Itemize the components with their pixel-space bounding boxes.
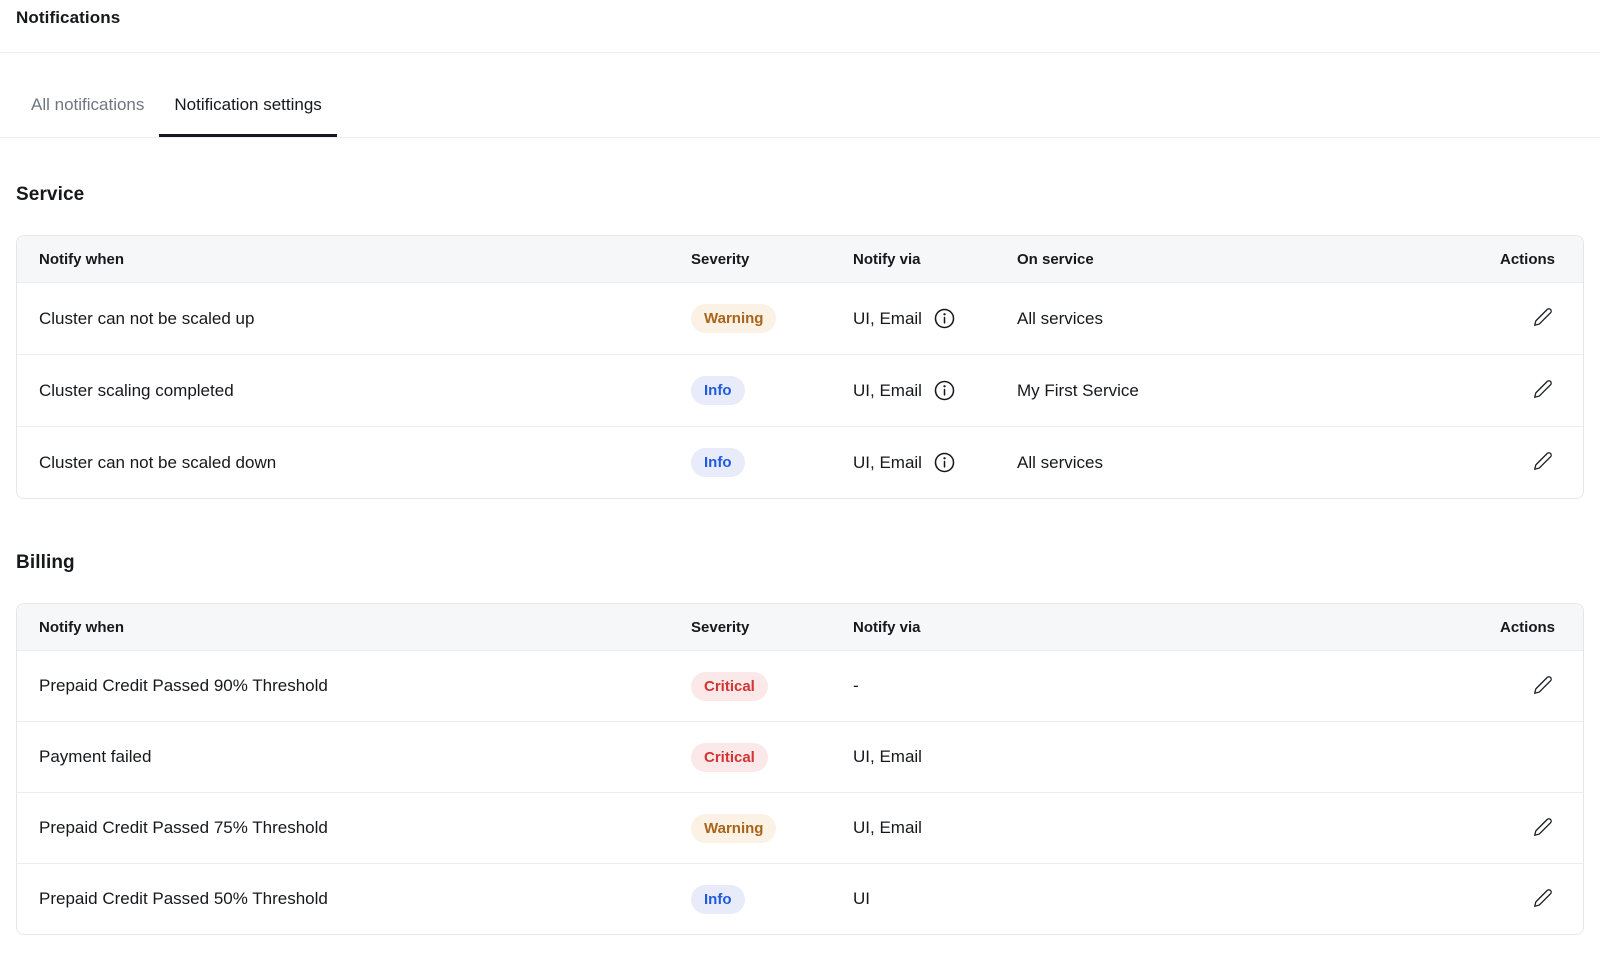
- severity-cell: Warning: [691, 304, 853, 333]
- edit-button[interactable]: [1531, 886, 1555, 913]
- table-row: Cluster can not be scaled down Info UI, Em…: [17, 426, 1583, 498]
- tab-all-notifications[interactable]: All notifications: [31, 95, 145, 114]
- pencil-icon: [1533, 888, 1553, 911]
- info-icon[interactable]: [933, 307, 956, 330]
- table-header-row: Notify when Severity Notify via Actions: [17, 604, 1583, 650]
- table-row: Prepaid Credit Passed 50% Threshold Info U…: [17, 863, 1583, 934]
- severity-badge: Critical: [691, 671, 768, 701]
- notify-when-cell: Cluster can not be scaled up: [39, 308, 255, 328]
- notify-via-cell: UI, Email: [853, 747, 1453, 767]
- section-billing: Billing Notify when Severity Notify via Acti…: [16, 552, 1584, 935]
- notify-via-cell: -: [853, 676, 1453, 696]
- severity-cell: Info: [691, 884, 853, 914]
- tabs: All notifications Notification settings: [0, 53, 1600, 138]
- notify-via-cell: UI, Email: [853, 307, 1017, 330]
- pencil-icon: [1533, 451, 1553, 474]
- severity-badge: Warning: [691, 813, 777, 843]
- column-header-notify-when: Notify when: [39, 250, 124, 268]
- severity-cell: Info: [691, 376, 853, 405]
- notify-when-cell: Prepaid Credit Passed 50% Threshold: [39, 889, 328, 908]
- table-row: Prepaid Credit Passed 75% Threshold Warni…: [17, 792, 1583, 863]
- tab-notification-settings[interactable]: Notification settings: [159, 53, 337, 137]
- edit-button[interactable]: [1531, 377, 1555, 404]
- notify-via-cell: UI, Email: [853, 818, 1453, 838]
- pencil-icon: [1533, 379, 1553, 402]
- main-content: Service Notify when Severity Notify via On s…: [0, 184, 1600, 935]
- edit-button[interactable]: [1531, 673, 1555, 700]
- severity-badge: Critical: [691, 742, 768, 772]
- notify-when-cell: Cluster scaling completed: [39, 380, 234, 400]
- page-title: Notifications: [16, 8, 121, 27]
- actions-cell: [1453, 305, 1583, 332]
- pencil-icon: [1533, 817, 1553, 840]
- severity-badge: Info: [691, 884, 745, 914]
- actions-cell: [1453, 886, 1583, 913]
- severity-cell: Warning: [691, 813, 853, 843]
- table-row: Prepaid Credit Passed 90% Threshold Criti…: [17, 650, 1583, 721]
- info-icon[interactable]: [933, 451, 956, 474]
- column-header-severity: Severity: [691, 250, 750, 268]
- actions-cell: [1453, 815, 1583, 842]
- on-service-cell: My First Service: [1017, 380, 1139, 400]
- section-service: Service Notify when Severity Notify via On s…: [16, 184, 1584, 499]
- billing-table: Notify when Severity Notify via Actions Prep…: [16, 603, 1584, 935]
- actions-cell: [1453, 673, 1583, 700]
- severity-badge: Info: [691, 376, 745, 405]
- severity-badge: Warning: [691, 304, 777, 333]
- section-title-billing: Billing: [16, 552, 75, 573]
- notify-via-value: UI, Email: [853, 452, 922, 472]
- section-title-service: Service: [16, 184, 85, 205]
- page-header: Notifications: [0, 0, 1600, 53]
- column-header-on-service: On service: [1017, 250, 1094, 268]
- table-row: Cluster scaling completed Info UI, Email My…: [17, 354, 1583, 426]
- table-header-row: Notify when Severity Notify via On service A…: [17, 236, 1583, 282]
- notify-via-value: UI: [853, 889, 870, 908]
- table-row: Cluster can not be scaled up Warning UI, E…: [17, 282, 1583, 354]
- info-icon[interactable]: [933, 379, 956, 402]
- notify-via-value: UI, Email: [853, 747, 922, 766]
- pencil-icon: [1533, 675, 1553, 698]
- severity-cell: Critical: [691, 671, 853, 701]
- column-header-severity: Severity: [691, 618, 750, 636]
- severity-cell: Info: [691, 448, 853, 477]
- column-header-notify-via: Notify via: [853, 618, 921, 636]
- edit-button[interactable]: [1531, 449, 1555, 476]
- notify-via-value: UI, Email: [853, 380, 922, 400]
- actions-cell: [1453, 449, 1583, 476]
- notify-via-cell: UI: [853, 889, 1453, 909]
- severity-badge: Info: [691, 448, 745, 477]
- actions-cell: [1453, 377, 1583, 404]
- notify-via-cell: UI, Email: [853, 451, 1017, 474]
- severity-cell: Critical: [691, 742, 853, 772]
- service-table: Notify when Severity Notify via On service A…: [16, 235, 1584, 499]
- column-header-actions: Actions: [1499, 618, 1555, 636]
- column-header-notify-via: Notify via: [853, 250, 921, 268]
- notify-when-cell: Prepaid Credit Passed 90% Threshold: [39, 676, 328, 695]
- pencil-icon: [1533, 307, 1553, 330]
- notify-via-value: UI, Email: [853, 308, 922, 328]
- notify-via-value: UI, Email: [853, 818, 922, 837]
- column-header-notify-when: Notify when: [39, 618, 124, 636]
- edit-button[interactable]: [1531, 815, 1555, 842]
- notify-when-cell: Payment failed: [39, 747, 152, 766]
- notify-when-cell: Prepaid Credit Passed 75% Threshold: [39, 818, 328, 837]
- notify-when-cell: Cluster can not be scaled down: [39, 452, 277, 472]
- table-row: Payment failed Critical UI, Email: [17, 721, 1583, 792]
- edit-button[interactable]: [1531, 305, 1555, 332]
- notify-via-cell: UI, Email: [853, 379, 1017, 402]
- column-header-actions: Actions: [1499, 250, 1555, 268]
- notify-via-value: -: [853, 676, 859, 695]
- on-service-cell: All services: [1017, 452, 1103, 472]
- on-service-cell: All services: [1017, 308, 1103, 328]
